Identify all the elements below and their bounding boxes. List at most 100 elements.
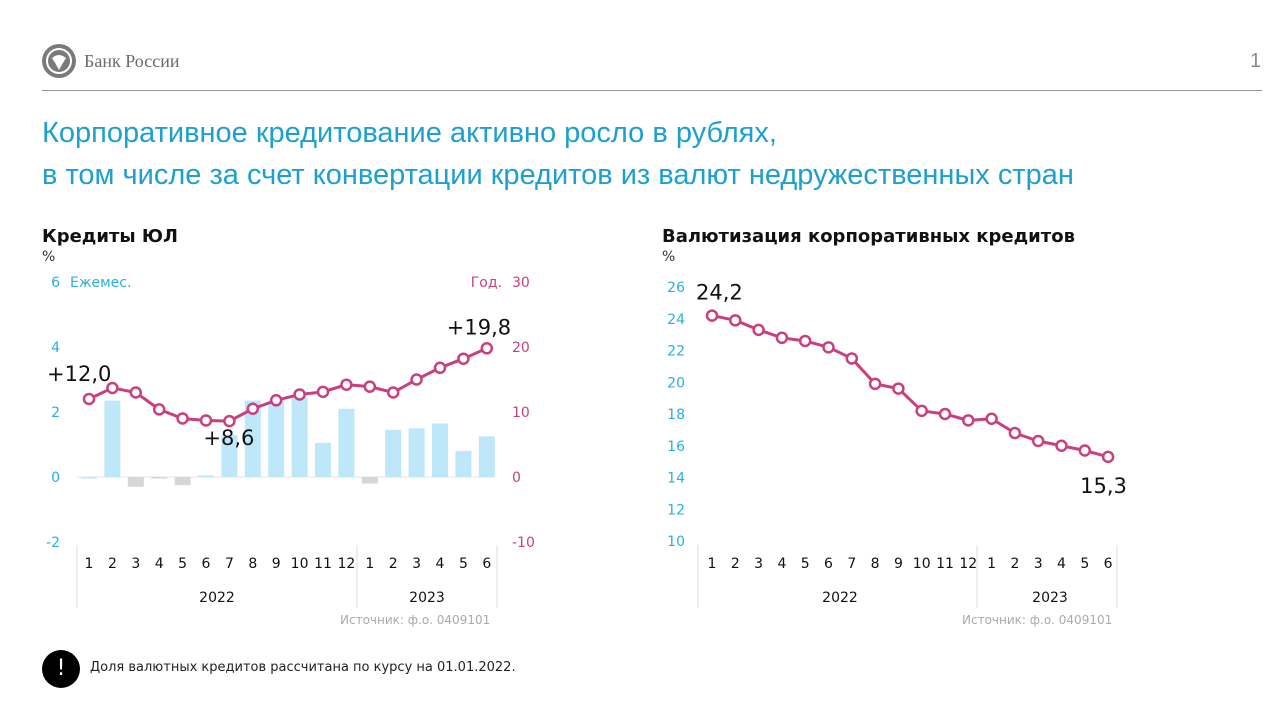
y-tick-label: 10 bbox=[667, 534, 685, 550]
x-tick-label: 2 bbox=[389, 556, 398, 572]
x-tick-label: 7 bbox=[225, 556, 234, 572]
x-tick-label: 11 bbox=[314, 556, 332, 572]
year-label: 2022 bbox=[199, 590, 235, 606]
x-tick-label: 11 bbox=[936, 556, 954, 572]
bar bbox=[478, 436, 495, 477]
chart1-unit: % bbox=[42, 249, 56, 265]
chart1-svg: -2 0 2 4 6 Ежемес. -10 0 10 20 30 Год. +12,0 +8,6 +19,… bbox=[46, 275, 535, 608]
bar bbox=[81, 477, 97, 479]
x-tick-label: 4 bbox=[436, 556, 445, 572]
data-label: +12,0 bbox=[47, 362, 111, 386]
x-tick-label: 12 bbox=[959, 556, 977, 572]
chart2-source: Источник: ф.о. 0409101 bbox=[962, 613, 1113, 627]
x-tick-label: 6 bbox=[482, 556, 491, 572]
line-point bbox=[223, 414, 236, 428]
line-point bbox=[176, 412, 189, 425]
left-tick-label: -2 bbox=[46, 535, 60, 551]
x-tick-label: 6 bbox=[1104, 556, 1113, 572]
x-tick-label: 9 bbox=[894, 556, 903, 572]
logo-text: Банк России bbox=[84, 51, 180, 71]
x-tick-label: 5 bbox=[178, 556, 187, 572]
x-tick-label: 3 bbox=[1034, 556, 1043, 572]
x-tick-label: 1 bbox=[987, 556, 996, 572]
data-label: 24,2 bbox=[696, 281, 743, 305]
year-label: 2023 bbox=[1032, 590, 1068, 606]
bar bbox=[291, 397, 308, 477]
line-point bbox=[1031, 434, 1045, 448]
line-point bbox=[106, 381, 119, 395]
line-point bbox=[1101, 450, 1115, 464]
line-point bbox=[316, 385, 330, 399]
line-point bbox=[457, 352, 470, 365]
line-point bbox=[1055, 439, 1068, 452]
line-point bbox=[729, 314, 742, 327]
x-tick-label: 3 bbox=[131, 556, 140, 572]
x-tick-label: 2 bbox=[108, 556, 117, 572]
x-tick-label: 1 bbox=[365, 556, 374, 572]
x-tick-label: 6 bbox=[824, 556, 833, 572]
data-label: +8,6 bbox=[203, 426, 254, 450]
line-point bbox=[985, 412, 998, 426]
data-label: 15,3 bbox=[1080, 474, 1127, 498]
x-tick-label: 5 bbox=[1080, 556, 1089, 572]
line-point bbox=[868, 377, 882, 391]
x-tick-label: 3 bbox=[412, 556, 421, 572]
bar bbox=[174, 477, 191, 486]
y-tick-label: 26 bbox=[667, 280, 685, 296]
chart2-unit: % bbox=[662, 249, 676, 265]
line-point bbox=[915, 404, 928, 418]
line-point bbox=[433, 361, 447, 375]
bar bbox=[127, 477, 144, 487]
chart1-source: Источник: ф.о. 0409101 bbox=[340, 613, 491, 627]
line-point bbox=[962, 414, 975, 427]
bar bbox=[455, 451, 472, 477]
x-tick-label: 8 bbox=[871, 556, 880, 572]
x-tick-label: 7 bbox=[847, 556, 856, 572]
bar bbox=[315, 442, 331, 477]
page-title-line-1: Корпоративное кредитование активно росло… bbox=[42, 117, 777, 149]
y-tick-label: 22 bbox=[667, 344, 685, 360]
x-tick-label: 1 bbox=[85, 556, 94, 572]
chart2-title: Валютизация корпоративных кредитов bbox=[662, 226, 1075, 247]
exclamation-icon: ! bbox=[42, 650, 80, 688]
right-tick-label: 0 bbox=[512, 470, 521, 486]
line-point bbox=[363, 380, 377, 393]
line-point bbox=[892, 382, 905, 395]
bar bbox=[432, 423, 448, 477]
line-point bbox=[798, 334, 812, 348]
line-point bbox=[775, 331, 789, 345]
x-tick-label: 6 bbox=[202, 556, 211, 572]
y-tick-label: 16 bbox=[667, 439, 685, 455]
line-point bbox=[705, 309, 719, 322]
year-label: 2022 bbox=[822, 590, 858, 606]
header-divider bbox=[42, 90, 1262, 91]
bar bbox=[221, 434, 238, 477]
x-tick-label: 2 bbox=[1010, 556, 1019, 572]
bank-of-russia-eagle-icon bbox=[42, 44, 76, 78]
chart1-title: Кредиты ЮЛ bbox=[42, 226, 179, 247]
line-point bbox=[82, 392, 96, 406]
line-point bbox=[293, 388, 306, 401]
y-tick-label: 12 bbox=[667, 502, 685, 518]
y-tick-label: 20 bbox=[667, 375, 685, 391]
line-point bbox=[1008, 426, 1022, 440]
bar bbox=[268, 400, 285, 477]
y-tick-label: 14 bbox=[667, 471, 685, 487]
x-tick-label: 4 bbox=[777, 556, 786, 572]
line-point bbox=[152, 403, 166, 416]
bar bbox=[244, 400, 261, 477]
y-tick-label: 24 bbox=[667, 312, 685, 328]
x-tick-label: 3 bbox=[754, 556, 763, 572]
line-point bbox=[246, 402, 260, 415]
series-line bbox=[88, 346, 488, 423]
bar bbox=[385, 429, 402, 477]
right-axis-label: Год. bbox=[471, 275, 502, 291]
left-tick-label: 0 bbox=[51, 470, 60, 486]
right-tick-label: 20 bbox=[512, 340, 530, 356]
series-line bbox=[711, 314, 1109, 459]
line-point bbox=[822, 341, 835, 354]
left-axis-label: Ежемес. bbox=[70, 275, 131, 291]
x-tick-label: 9 bbox=[272, 556, 281, 572]
bar bbox=[338, 408, 355, 477]
data-label: +19,8 bbox=[447, 315, 511, 339]
